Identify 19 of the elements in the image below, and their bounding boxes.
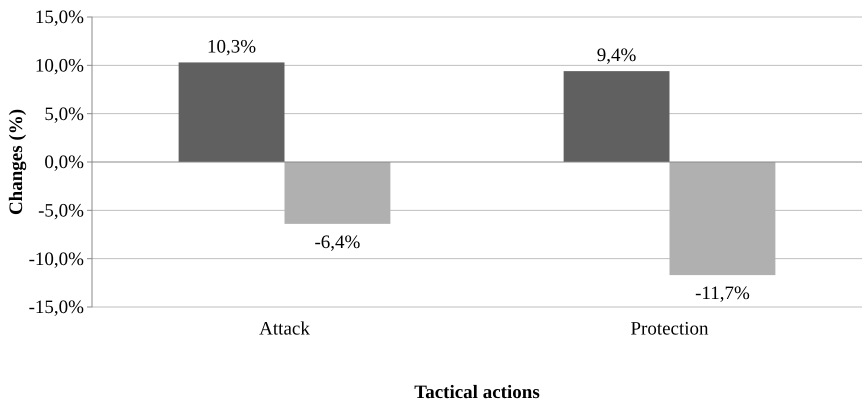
y-tick-label: 5,0%: [44, 104, 84, 125]
bar: [284, 162, 390, 224]
data-label: -11,7%: [695, 283, 750, 304]
data-label: 10,3%: [207, 36, 256, 58]
bar: [178, 62, 284, 162]
y-tick-label: 15,0%: [34, 7, 84, 28]
y-tick-label: -10,0%: [28, 248, 84, 270]
bar: [670, 162, 776, 276]
y-axis-title: Changes (%): [6, 108, 27, 216]
x-tick-label: Attack: [259, 318, 310, 340]
x-tick-label: Protection: [630, 318, 710, 340]
x-axis-title: Tactical actions: [414, 382, 540, 403]
bar: [564, 71, 670, 162]
y-tick-label: 10,0%: [34, 55, 84, 76]
data-label: 9,4%: [596, 45, 637, 66]
y-tick-label: 0,0%: [44, 152, 84, 174]
y-tick-label: -15,0%: [28, 297, 84, 318]
y-tick-label: -5,0%: [38, 200, 84, 222]
data-label: -6,4%: [314, 232, 361, 253]
